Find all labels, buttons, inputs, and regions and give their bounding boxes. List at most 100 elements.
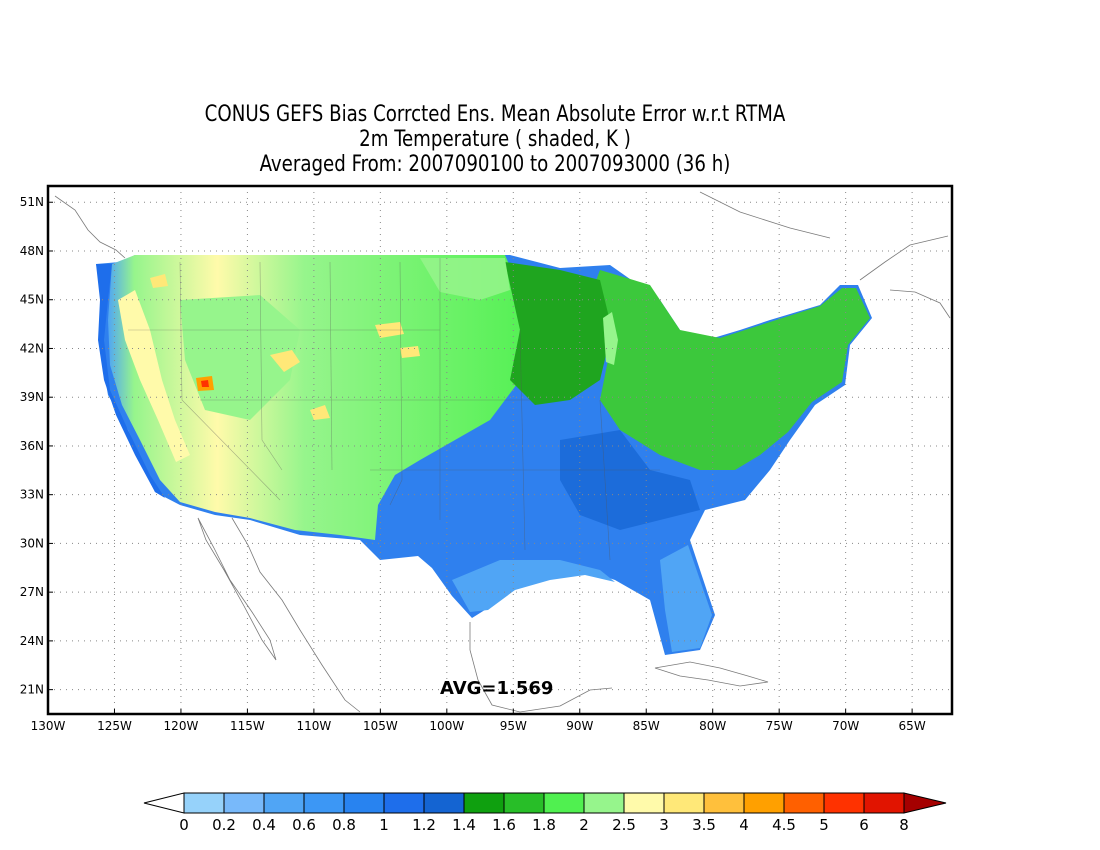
colorbar-segment (183, 792, 225, 814)
california-yellow-zone (118, 290, 190, 462)
colorbar-segment (503, 792, 545, 814)
mexico-pacific-coast (231, 517, 361, 713)
border-line (179, 261, 281, 501)
border-line (519, 329, 526, 551)
colorbar-segment (703, 792, 745, 814)
great-basin-red-core (201, 380, 209, 387)
border-line (329, 261, 333, 471)
longitude-tick-label: 75W (766, 719, 793, 733)
colorbar-label: 2 (579, 816, 589, 834)
newfoundland (889, 289, 951, 319)
longitude-tick-label: 110W (296, 719, 331, 733)
average-label: AVG=1.569 (440, 678, 553, 699)
latitude-tick-label: 51N (20, 195, 44, 209)
title-line-1: CONUS GEFS Bias Corrcted Ens. Mean Absol… (204, 102, 786, 127)
colorbar-segment (623, 792, 665, 814)
longitude-tick-label: 125W (97, 719, 132, 733)
canada-east-coast (859, 235, 949, 281)
colorbar-label: 1.6 (492, 816, 516, 834)
baja-california (197, 517, 277, 661)
longitude-tick-label: 105W (363, 719, 398, 733)
colorbar-label: 0.8 (332, 816, 356, 834)
longitude-tick-label: 95W (500, 719, 527, 733)
longitude-tick-label: 100W (429, 719, 464, 733)
latitude-tick-label: 30N (20, 536, 44, 550)
map-frame (46, 184, 954, 716)
canada-pacific-coast (54, 195, 126, 259)
lake-michigan-light (603, 312, 618, 365)
colorbar-label: 1 (379, 816, 389, 834)
colorbar-segment (583, 792, 625, 814)
colorbar-label: 0.2 (212, 816, 236, 834)
northeast-green-shading (585, 270, 870, 470)
latitude-tick-label: 45N (20, 293, 44, 307)
colorbar-segment (263, 792, 305, 814)
border-line (599, 399, 611, 561)
colorbar-label: 1.8 (532, 816, 556, 834)
midwest-mixed-green (505, 262, 612, 405)
latitude-tick-label: 27N (20, 585, 44, 599)
colorbar-segment (303, 792, 345, 814)
gulf-coast-light-blue (452, 560, 615, 612)
latitude-tick-labels: 21N 24N 27N 30N 33N 36N 39N 42N 45N 48N 51N (20, 195, 44, 696)
colorbar-label: 1.2 (412, 816, 436, 834)
colorbar-segment (463, 792, 505, 814)
upper-midwest-light-green (420, 258, 510, 300)
latitude-tick-label: 42N (20, 341, 44, 355)
mae-shading (96, 255, 872, 655)
colorbar-label: 5 (819, 816, 829, 834)
colorbar-segment (863, 792, 905, 814)
longitude-tick-label: 130W (31, 719, 66, 733)
colorbar-label: 0 (179, 816, 189, 834)
latitude-tick-label: 36N (20, 439, 44, 453)
colorbar-segment (783, 792, 825, 814)
latitude-tick-label: 21N (20, 683, 44, 697)
border-line (389, 261, 403, 506)
colorbar-label: 4.5 (772, 816, 796, 834)
colorbar (143, 792, 947, 814)
coastline-outlines (54, 191, 951, 713)
mexico-gulf-coast (469, 622, 613, 713)
border-line (259, 261, 283, 471)
colorbar-labels: 0 0.2 0.4 0.6 0.8 1 1.2 1.4 1.6 1.8 2 2.5 3 3.5 4 4.5 5 6… (179, 816, 909, 834)
map-panel: AVG=1.569 (48, 186, 952, 714)
map-title: CONUS GEFS Bias Corrcted Ens. Mean Absol… (0, 102, 990, 177)
longitude-tick-label: 120W (164, 719, 199, 733)
colorbar-label: 4 (739, 816, 749, 834)
longitude-tick-label: 65W (899, 719, 926, 733)
colorbar-segment (543, 792, 585, 814)
colorbar-label: 3 (659, 816, 669, 834)
colorbar-segment (423, 792, 465, 814)
colorbar-segment (383, 792, 425, 814)
southeast-dark-blue (560, 430, 700, 530)
latitude-tick-label: 24N (20, 634, 44, 648)
colorbar-segment (823, 792, 865, 814)
colorbar-segment (663, 792, 705, 814)
longitude-tick-label: 85W (633, 719, 660, 733)
colorbar-segment (223, 792, 265, 814)
colorbar-label: 0.6 (292, 816, 316, 834)
colorbar-over-triangle (903, 792, 947, 814)
latitude-tick-label: 33N (20, 488, 44, 502)
colorbar-label: 8 (899, 816, 909, 834)
longitude-tick-labels: 130W 125W 120W 115W 110W 105W 100W 95W 90W 85W 80W… (31, 719, 926, 733)
colorbar-label: 3.5 (692, 816, 716, 834)
longitude-tick-label: 80W (699, 719, 726, 733)
title-line-2: 2m Temperature ( shaded, K ) (359, 127, 631, 152)
colorbar-under-triangle (143, 792, 185, 814)
colorbar-label: 0.4 (252, 816, 276, 834)
colorbar-label: 6 (859, 816, 869, 834)
longitude-tick-label: 70W (832, 719, 859, 733)
latitude-tick-label: 39N (20, 390, 44, 404)
gridlines (48, 186, 952, 714)
latitude-tick-label: 48N (20, 244, 44, 258)
cuba-outline (654, 661, 769, 687)
colorbar-label: 1.4 (452, 816, 476, 834)
state-borders (128, 258, 660, 561)
longitude-tick-label: 90W (566, 719, 593, 733)
pacific-coast-blue-band (96, 264, 165, 498)
longitude-tick-label: 115W (230, 719, 265, 733)
colorbar-segment (743, 792, 785, 814)
colorbar-segment (343, 792, 385, 814)
